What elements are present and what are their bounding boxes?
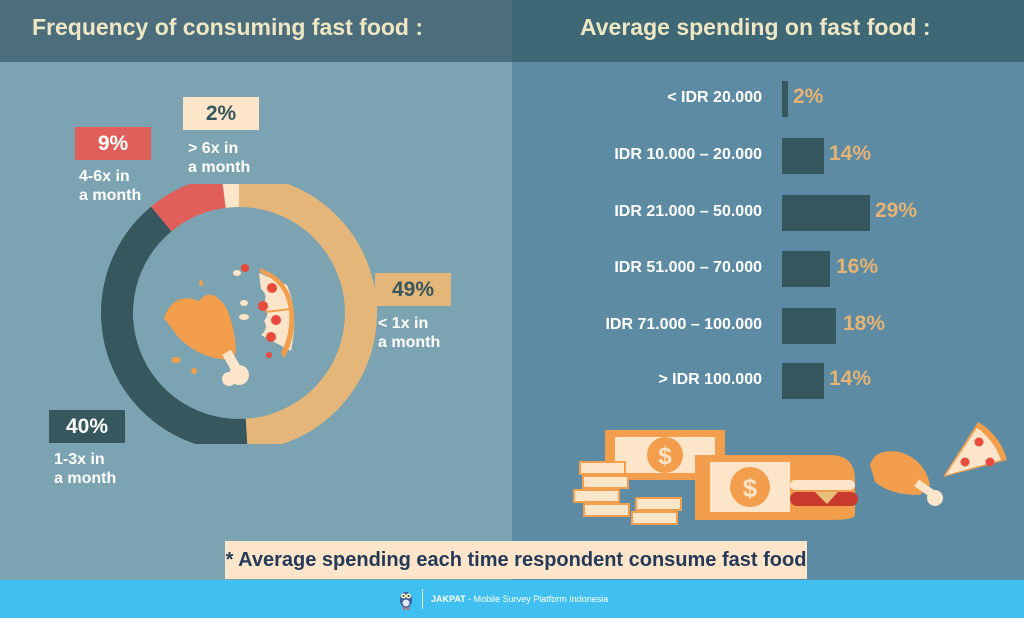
label-4to6x: 4-6x in a month xyxy=(79,168,142,204)
spending-label: IDR 71.000 – 100.000 xyxy=(605,316,762,333)
label-gt6x: > 6x in a month xyxy=(188,140,251,176)
owl-mascot-icon xyxy=(400,592,412,610)
footnote: * Average spending each time respondent … xyxy=(225,541,807,579)
spending-label: IDR 10.000 – 20.000 xyxy=(614,146,762,163)
pct-badge-1to3x: 40% xyxy=(49,410,125,443)
footer-tagline: - Mobile Survey Platform Indonesia xyxy=(465,594,609,604)
spending-label: IDR 51.000 – 70.000 xyxy=(614,259,762,276)
spending-value: 14% xyxy=(829,367,872,390)
spending-bar xyxy=(782,195,870,231)
spending-label: > IDR 100.000 xyxy=(658,371,762,388)
footer-divider xyxy=(422,589,423,609)
spending-bar xyxy=(782,251,830,287)
spending-label: < IDR 20.000 xyxy=(667,89,762,106)
spending-value: 14% xyxy=(829,142,872,165)
spending-row: IDR 71.000 – 100.000 18% xyxy=(512,308,1024,344)
coins-icon xyxy=(573,461,682,525)
frequency-title: Frequency of consuming fast food : xyxy=(32,14,424,40)
spending-bar xyxy=(782,308,836,344)
spending-title: Average spending on fast food : xyxy=(580,14,931,40)
donut-slice-lt1x xyxy=(239,184,377,444)
svg-text:$: $ xyxy=(743,473,758,503)
pizza-slice-icon xyxy=(943,422,1007,477)
spending-value: 16% xyxy=(836,255,879,278)
spending-row: IDR 51.000 – 70.000 16% xyxy=(512,251,1024,287)
money-food-illustration: $ $ xyxy=(573,422,1007,525)
footer-brand: JAKPAT xyxy=(431,594,466,604)
pct-badge-lt1x: 49% xyxy=(375,273,451,306)
header-right xyxy=(512,0,1024,62)
pct-badge-4to6x: 9% xyxy=(75,127,151,160)
spending-row: IDR 10.000 – 20.000 14% xyxy=(512,138,1024,174)
donut-slice-4to6x xyxy=(151,184,226,232)
donut-slice-gt6x xyxy=(222,184,239,208)
spending-value: 29% xyxy=(875,199,918,222)
spending-bar xyxy=(782,363,824,399)
footer-bar: JAKPAT - Mobile Survey Platform Indonesi… xyxy=(0,580,1024,618)
spending-value: 2% xyxy=(793,85,824,108)
chicken-leg-icon xyxy=(870,451,943,506)
spending-row: > IDR 100.000 14% xyxy=(512,363,1024,399)
footer-credit: JAKPAT - Mobile Survey Platform Indonesi… xyxy=(431,594,608,604)
chicken-pizza-icon xyxy=(164,264,295,386)
spending-row: IDR 21.000 – 50.000 29% xyxy=(512,195,1024,231)
frequency-donut-chart xyxy=(101,184,377,444)
header-left xyxy=(0,0,512,62)
spending-value: 18% xyxy=(843,312,886,335)
label-lt1x: < 1x in a month xyxy=(378,315,441,351)
spending-bar xyxy=(782,138,824,174)
spending-row: < IDR 20.000 2% xyxy=(512,81,1024,117)
sandwich-icon: $ xyxy=(695,455,858,520)
donut-slice-1to3x xyxy=(101,206,248,444)
spending-label: IDR 21.000 – 50.000 xyxy=(614,203,762,220)
spending-bar xyxy=(782,81,788,117)
svg-text:$: $ xyxy=(658,443,672,470)
pct-badge-gt6x: 2% xyxy=(183,97,259,130)
label-1to3x: 1-3x in a month xyxy=(54,451,117,487)
